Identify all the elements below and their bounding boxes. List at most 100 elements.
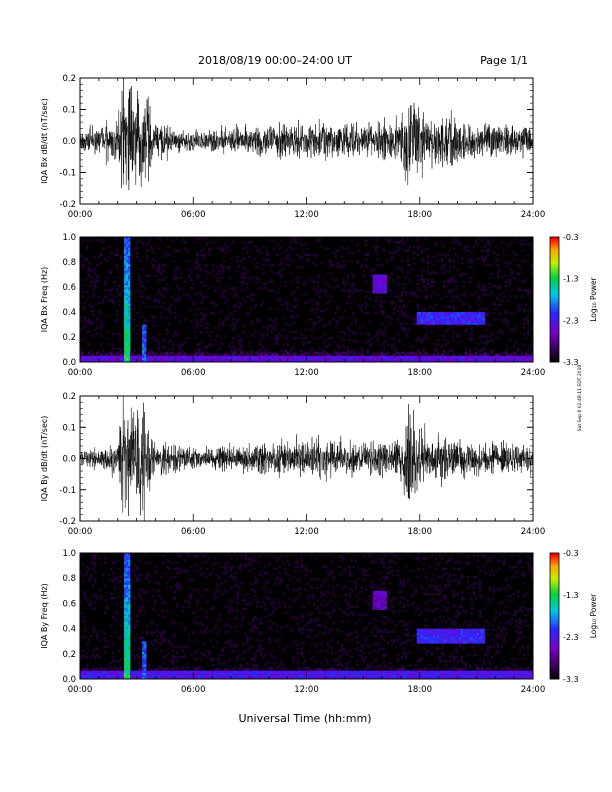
heatmap-cell: [464, 314, 468, 317]
heatmap-cell: [336, 305, 339, 309]
heatmap-cell: [266, 355, 269, 359]
heatmap-cell: [126, 609, 129, 613]
heatmap-cell: [498, 337, 502, 340]
heatmap-cell: [168, 639, 171, 642]
heatmap-cell: [478, 355, 482, 359]
heatmap-cell: [428, 316, 432, 319]
heatmap-cell: [444, 330, 448, 334]
heatmap-cell: [274, 322, 277, 325]
heatmap-cell: [444, 318, 448, 321]
heatmap-cell: [96, 668, 99, 671]
heatmap-cell: [224, 565, 227, 568]
heatmap-cell: [246, 334, 249, 338]
heatmap-cell: [210, 345, 213, 348]
heatmap-cell: [232, 314, 235, 317]
heatmap-cell: [531, 272, 534, 275]
heatmap-cell: [94, 563, 97, 566]
heatmap-cell: [496, 253, 500, 257]
heatmap-cell: [176, 567, 179, 571]
heatmap-cell: [212, 343, 215, 346]
heatmap-cell: [268, 668, 271, 671]
heatmap-cell: [256, 664, 259, 667]
heatmap-cell: [218, 272, 221, 275]
heatmap-cell: [466, 355, 470, 359]
heatmap-cell: [356, 341, 359, 344]
heatmap-cell: [116, 670, 119, 673]
heatmap-cell: [94, 578, 97, 581]
heatmap-cell: [158, 355, 161, 359]
heatmap-cell: [508, 245, 512, 248]
heatmap-cell: [286, 253, 289, 257]
heatmap-cell: [428, 322, 432, 325]
heatmap-cell: [126, 357, 129, 361]
heatmap-cell: [326, 359, 329, 363]
heatmap-cell: [118, 347, 121, 350]
heatmap-cell: [114, 672, 117, 676]
heatmap-cell: [266, 571, 269, 575]
heatmap-cell: [88, 303, 91, 307]
heatmap-cell: [126, 597, 129, 600]
heatmap-cell: [254, 590, 257, 594]
heatmap-cell: [136, 255, 139, 259]
heatmap-cell: [144, 662, 147, 665]
heatmap-cell: [124, 605, 127, 608]
heatmap-cell: [234, 349, 237, 352]
heatmap-cell: [226, 569, 229, 573]
heatmap-cell: [194, 676, 197, 680]
heatmap-cell: [168, 676, 171, 680]
heatmap-cell: [164, 289, 167, 292]
heatmap-cell: [260, 268, 263, 271]
heatmap-cell: [146, 674, 149, 678]
heatmap-cell: [126, 241, 129, 244]
heatmap-cell: [228, 553, 231, 556]
heatmap-cell: [490, 349, 494, 352]
heatmap-cell: [166, 237, 169, 240]
heatmap-cell: [496, 318, 500, 321]
heatmap-cell: [218, 653, 221, 657]
heatmap-cell: [176, 674, 179, 678]
heatmap-cell: [242, 672, 245, 676]
heatmap-cell: [92, 567, 95, 571]
heatmap-cell: [456, 320, 460, 323]
heatmap-cell: [94, 357, 97, 361]
heatmap-cell: [396, 276, 399, 279]
heatmap-cell: [174, 316, 177, 319]
heatmap-cell: [142, 334, 145, 338]
heatmap-cell: [240, 569, 243, 573]
heatmap-cell: [526, 253, 530, 257]
heatmap-cell: [126, 272, 129, 275]
heatmap-cell: [84, 653, 87, 657]
heatmap-cell: [504, 309, 508, 313]
heatmap-cell: [184, 672, 187, 676]
heatmap-cell: [288, 264, 291, 267]
heatmap-cell: [162, 264, 165, 267]
heatmap-cell: [128, 245, 131, 248]
heatmap-cell: [506, 243, 510, 246]
heatmap-cell: [186, 337, 189, 340]
heatmap-cell: [496, 303, 500, 307]
heatmap-cell: [244, 676, 247, 680]
heatmap-cell: [190, 287, 193, 290]
heatmap-cell: [270, 662, 273, 665]
heatmap-cell: [314, 293, 317, 296]
heatmap-cell: [450, 359, 454, 363]
heatmap-cell: [384, 287, 387, 290]
heatmap-cell: [124, 668, 127, 671]
heatmap-cell: [382, 282, 385, 286]
heatmap-cell: [84, 284, 87, 288]
heatmap-cell: [96, 355, 99, 359]
heatmap-cell: [228, 268, 231, 271]
heatmap-cell: [470, 339, 474, 342]
heatmap-cell: [126, 660, 129, 663]
heatmap-cell: [182, 605, 185, 608]
heatmap-cell: [182, 343, 185, 346]
heatmap-cell: [228, 670, 231, 673]
heatmap-cell: [380, 351, 383, 354]
heatmap-cell: [188, 605, 191, 608]
heatmap-cell: [156, 569, 159, 573]
heatmap-cell: [264, 676, 267, 680]
heatmap-cell: [218, 347, 221, 350]
heatmap-cell: [156, 624, 159, 627]
y-tick-label: 0.8: [62, 258, 76, 268]
heatmap-cell: [526, 349, 530, 352]
